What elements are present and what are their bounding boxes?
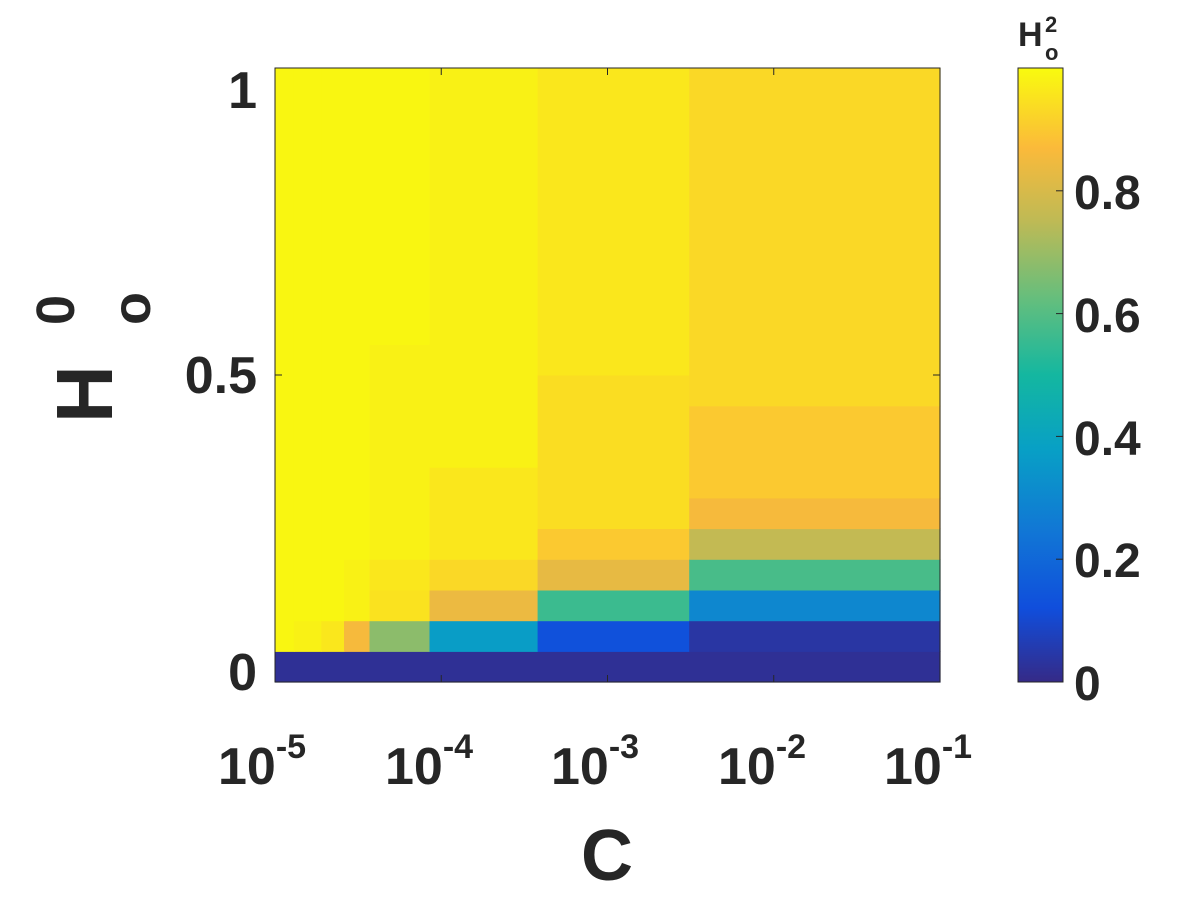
colorbar-tick-label: 0.2 xyxy=(1074,535,1141,588)
colorbar-tick-label: 0.4 xyxy=(1074,413,1141,466)
heatmap-cell xyxy=(369,559,431,591)
heatmap-cell xyxy=(429,68,539,468)
svg-text:2: 2 xyxy=(1045,12,1057,37)
svg-text:o: o xyxy=(1045,40,1058,65)
svg-text:10-1: 10-1 xyxy=(884,728,972,796)
colorbar-title: H 2 o xyxy=(1018,12,1058,65)
svg-text:o: o xyxy=(102,292,162,325)
colorbar-ticks xyxy=(1056,190,1063,683)
y-tick-label: 1 xyxy=(228,62,257,120)
heatmap-cells xyxy=(275,68,941,683)
heatmap-cell xyxy=(429,559,539,591)
svg-text:10-3: 10-3 xyxy=(551,728,639,796)
svg-text:0: 0 xyxy=(26,295,86,325)
heatmap-cell xyxy=(537,528,690,560)
heatmap-cell xyxy=(429,589,539,622)
svg-text:10-4: 10-4 xyxy=(385,728,473,796)
heatmap-cell xyxy=(689,68,941,407)
x-tick-label: 10-4 xyxy=(385,728,473,796)
heatmap-cell xyxy=(429,620,539,652)
colorbar-tick-label: 0.6 xyxy=(1074,290,1141,343)
heatmap-cell xyxy=(429,467,539,560)
heatmap-cell xyxy=(344,620,371,652)
axis-ticks xyxy=(274,67,941,683)
heatmap-cell xyxy=(369,589,431,622)
heatmap-cell xyxy=(275,68,295,652)
heatmap-cell xyxy=(689,497,941,530)
heatmap-cell xyxy=(537,375,690,530)
y-tick-label: 0 xyxy=(228,644,257,702)
svg-text:10-2: 10-2 xyxy=(718,728,806,796)
heatmap-cell xyxy=(689,528,941,560)
heatmap-cell xyxy=(689,405,941,499)
x-tick-label: 10-1 xyxy=(884,728,972,796)
x-axis-title: C xyxy=(581,816,633,896)
x-tick-label: 10-5 xyxy=(218,728,306,796)
heatmap-cell xyxy=(369,620,431,652)
svg-text:H: H xyxy=(1018,16,1043,54)
y-tick-label: 0.5 xyxy=(185,347,257,405)
heatmap-cell xyxy=(344,68,371,560)
heatmap-cell xyxy=(537,589,690,622)
heatmap-cell xyxy=(344,559,371,622)
heatmap-cell xyxy=(689,589,941,622)
heatmap-cell xyxy=(689,620,941,652)
y-axis-title: H 0 o xyxy=(26,292,162,423)
heatmap-cell xyxy=(537,620,690,652)
heatmap-cell xyxy=(369,68,431,345)
colorbar-tick-label: 0 xyxy=(1074,658,1101,711)
heatmap-cell xyxy=(321,620,345,652)
heatmap-cell xyxy=(321,68,345,622)
heatmap-cell xyxy=(537,559,690,591)
heatmap-cell xyxy=(293,620,322,652)
svg-text:10-5: 10-5 xyxy=(218,728,306,796)
x-tick-label: 10-2 xyxy=(718,728,806,796)
colorbar xyxy=(1017,67,1064,683)
heatmap-cell xyxy=(293,68,322,622)
x-tick-label: 10-3 xyxy=(551,728,639,796)
heatmap-cell xyxy=(537,68,690,376)
heatmap-cell xyxy=(369,344,431,560)
heatmap-cell xyxy=(689,559,941,591)
svg-text:H: H xyxy=(40,365,129,423)
colorbar-tick-label: 0.8 xyxy=(1074,167,1141,220)
